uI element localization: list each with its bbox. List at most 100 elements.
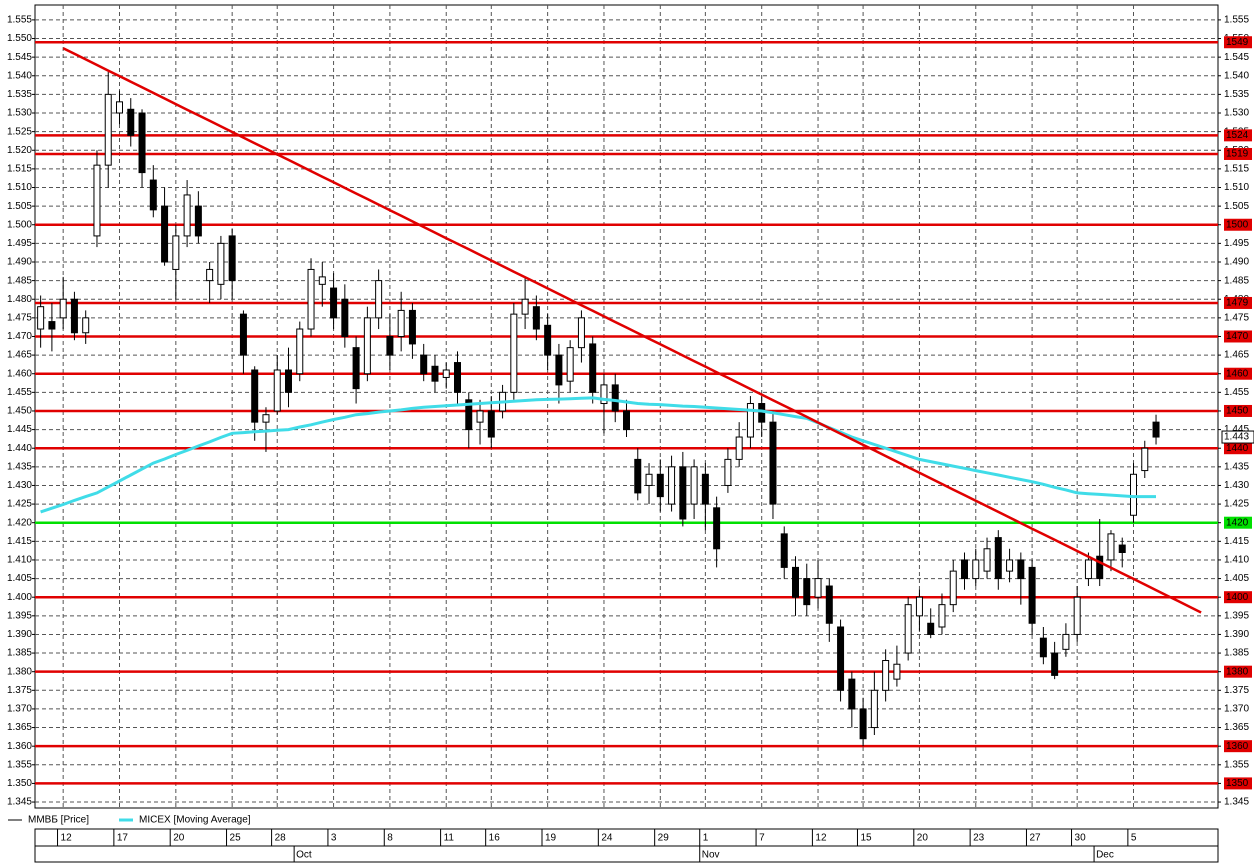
candle-body [679, 466, 687, 520]
y-tick-label: 1.425 [7, 499, 32, 510]
x-tick-label: 27 [1029, 833, 1041, 844]
candle-body [341, 298, 349, 337]
y2-tick-label: 1.345 [1224, 797, 1249, 808]
candle-body [983, 548, 991, 572]
last-price-box [1221, 430, 1254, 444]
candle-body [746, 403, 754, 438]
y-tick-label: 1.375 [7, 685, 32, 696]
candle-body [206, 268, 214, 282]
y2-tick-label: 1.495 [1224, 238, 1249, 249]
x-tick-label: 20 [173, 833, 185, 844]
level-label: 1440 [1226, 443, 1249, 454]
candle-body [577, 317, 585, 349]
y2-tick-label: 1.385 [1224, 648, 1249, 659]
candle-body [1039, 637, 1047, 658]
x-tick-label: 29 [658, 833, 670, 844]
candle-body [397, 309, 405, 337]
candle-body [645, 473, 653, 486]
level-label-box [1224, 777, 1252, 790]
candle-body [82, 317, 90, 334]
level-label-box [1224, 36, 1252, 49]
candle-body [318, 276, 326, 285]
y2-tick-label: 1.425 [1224, 499, 1249, 510]
month-label: Nov [702, 850, 720, 861]
plot-frame [34, 4, 1219, 809]
y-tick-label: 1.405 [7, 573, 32, 584]
y-tick-label: 1.400 [7, 592, 32, 603]
candle-body [1051, 652, 1059, 676]
y2-tick-label: 1.370 [1224, 704, 1249, 715]
candle-body [1017, 559, 1025, 580]
x-tick-label: 12 [815, 833, 827, 844]
y-tick-label: 1.430 [7, 480, 32, 491]
y-tick-label: 1.505 [7, 201, 32, 212]
level-label: 1360 [1226, 741, 1249, 752]
candle-body [566, 347, 574, 382]
y-tick-label: 1.535 [7, 89, 32, 100]
y2-tick-label: 1.435 [1224, 461, 1249, 472]
candle-body [285, 369, 292, 393]
candle-body [37, 306, 45, 330]
candle-body [1028, 566, 1036, 624]
legend-label: ММВБ [Price] [28, 815, 89, 826]
candle-body [296, 328, 304, 375]
candle-body [972, 559, 980, 580]
y-tick-label: 1.550 [7, 33, 32, 44]
x-tick-label: 7 [759, 833, 765, 844]
month-label: Oct [296, 850, 312, 861]
y2-tick-label: 1.485 [1224, 275, 1249, 286]
y-tick-label: 1.530 [7, 108, 32, 119]
candle-body [149, 179, 157, 211]
y2-tick-label: 1.510 [1224, 182, 1249, 193]
y-tick-label: 1.440 [7, 443, 32, 454]
candle-body [961, 559, 968, 580]
y-tick-label: 1.485 [7, 275, 32, 286]
candle-body [465, 399, 473, 431]
month-label: Dec [1096, 850, 1114, 861]
x-tick-label: 23 [973, 833, 985, 844]
candle-body [138, 112, 146, 174]
candle-body [814, 578, 822, 598]
candle-body [352, 347, 360, 390]
candle-body [228, 235, 236, 282]
candle-body [420, 354, 428, 375]
candle-body [363, 317, 371, 375]
last-price-label: 1.443 [1224, 432, 1249, 443]
level-label-box [1224, 330, 1252, 343]
y-tick-label: 1.345 [7, 797, 32, 808]
y-tick-label: 1.525 [7, 126, 32, 137]
y-tick-label: 1.500 [7, 219, 32, 230]
y2-tick-label: 1.490 [1224, 257, 1249, 268]
level-label-box [1224, 129, 1252, 142]
x-tick-label: 11 [444, 833, 455, 844]
candle-body [668, 466, 676, 505]
level-label-box [1224, 591, 1252, 604]
candle-body [915, 596, 923, 617]
y2-tick-label: 1.405 [1224, 573, 1249, 584]
candle-body [217, 242, 225, 285]
candle-body [431, 365, 439, 382]
candle-body [93, 164, 101, 237]
y-tick-label: 1.540 [7, 70, 32, 81]
y-tick-label: 1.475 [7, 312, 32, 323]
y2-tick-label: 1.475 [1224, 312, 1249, 323]
x-tick-label: 1 [703, 833, 709, 844]
y2-tick-label: 1.355 [1224, 759, 1249, 770]
y-tick-label: 1.380 [7, 666, 32, 677]
y-tick-label: 1.465 [7, 350, 32, 361]
candle-body [161, 205, 169, 263]
candle-body [251, 369, 259, 423]
y2-tick-label: 1.515 [1224, 164, 1249, 175]
y-tick-label: 1.410 [7, 555, 32, 566]
candle-body [882, 660, 890, 691]
candle-body [104, 93, 112, 166]
y-tick-label: 1.385 [7, 648, 32, 659]
candle-body [48, 321, 56, 330]
candle-body [273, 369, 281, 412]
candle-body [825, 585, 833, 624]
candle-body [893, 663, 901, 680]
y-tick-label: 1.450 [7, 406, 32, 417]
candle-body [442, 369, 450, 378]
candle-body [172, 235, 180, 270]
candle-body [623, 410, 630, 431]
